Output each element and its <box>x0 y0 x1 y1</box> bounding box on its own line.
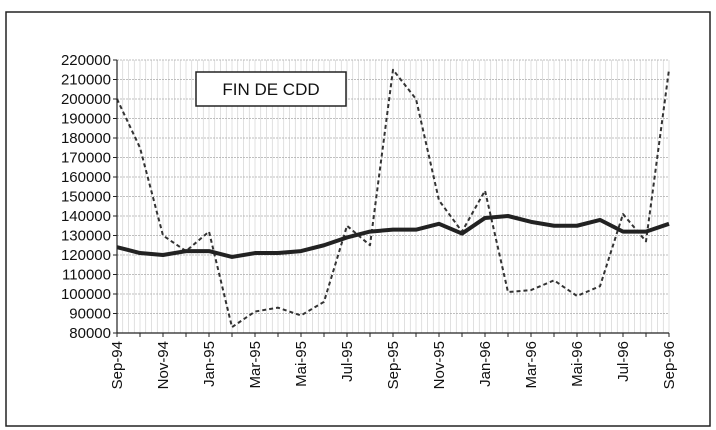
x-tick-label: Sep-95 <box>385 341 402 389</box>
y-tick-label: 210000 <box>61 72 111 89</box>
x-tick-label: Sep-94 <box>109 341 126 389</box>
y-tick-label: 150000 <box>61 189 111 206</box>
x-tick-label: Mai-95 <box>293 341 310 387</box>
y-tick-label: 100000 <box>61 286 111 303</box>
y-tick-label: 110000 <box>62 267 111 284</box>
y-tick-label: 180000 <box>61 130 111 147</box>
x-tick-label: Jan-96 <box>477 341 494 387</box>
y-tick-label: 200000 <box>61 91 111 108</box>
y-tick-label: 220000 <box>61 52 111 69</box>
x-tick-label: Mar-96 <box>523 341 540 389</box>
x-tick-label: Jul-96 <box>615 341 632 382</box>
series-line <box>116 214 670 259</box>
y-tick-label: 80000 <box>69 325 111 342</box>
lines <box>116 68 670 329</box>
y-tick-label: 130000 <box>61 228 111 245</box>
x-tick-label: Nov-94 <box>155 341 172 389</box>
title-box <box>195 71 347 107</box>
grid <box>116 59 670 334</box>
y-tick-label: 170000 <box>61 150 111 167</box>
frame <box>5 11 711 427</box>
x-tick-label: Jul-95 <box>339 341 356 382</box>
y-tick-label: 120000 <box>61 247 111 264</box>
chart-title: FIN DE CDD <box>222 80 319 99</box>
y-tick-label: 140000 <box>61 208 111 225</box>
x-tick-label: Mar-95 <box>247 341 264 389</box>
y-tick-label: 160000 <box>61 169 111 186</box>
x-tick-label: Nov-95 <box>431 341 448 389</box>
series-line <box>116 68 670 329</box>
y-tick-label: 190000 <box>61 111 111 128</box>
x-tick-label: Jan-95 <box>201 341 218 387</box>
y-tick-label: 90000 <box>69 306 111 323</box>
x-tick-label: Sep-96 <box>661 341 678 389</box>
x-tick-label: Mai-96 <box>569 341 586 387</box>
